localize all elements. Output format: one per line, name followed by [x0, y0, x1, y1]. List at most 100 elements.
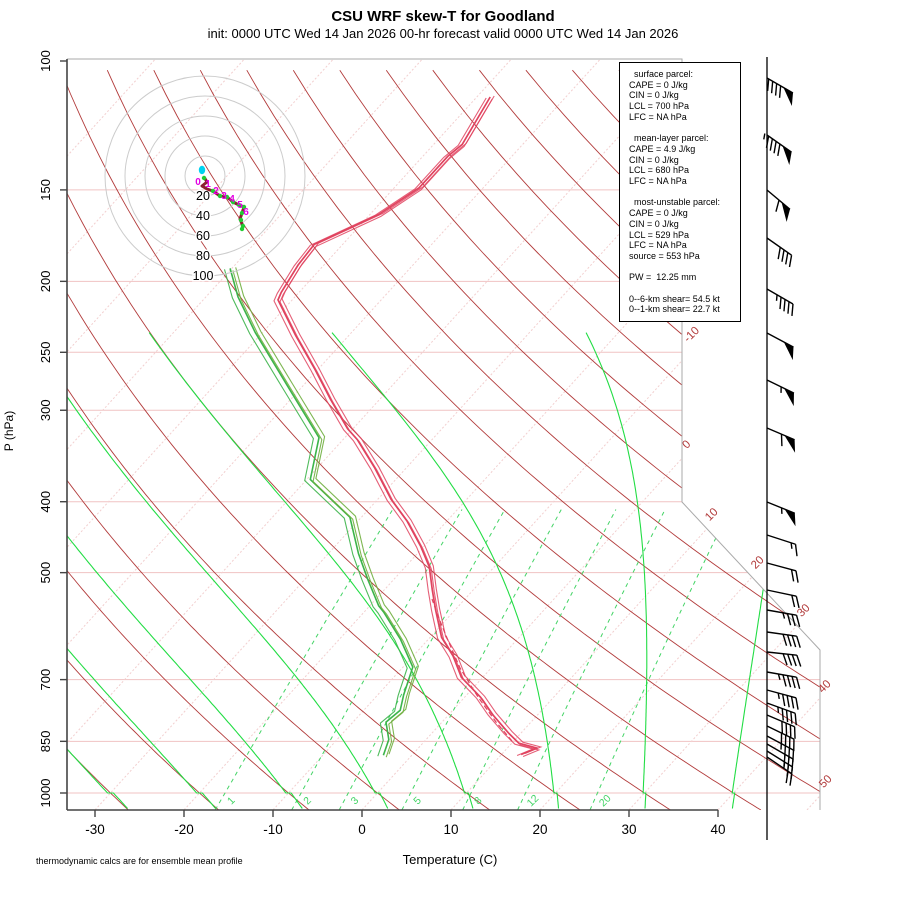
skewt-background-grid: [67, 59, 820, 810]
wind-barb: [766, 756, 793, 786]
moist-adiabat-line: [67, 332, 217, 809]
info-line: source = 553 hPa: [629, 250, 700, 261]
hodograph-ensemble-dot: [217, 193, 223, 199]
wind-barb: [766, 562, 799, 583]
info-line: LCL = 680 hPa: [629, 165, 689, 176]
dry-adiabat-line: [292, 69, 820, 810]
temperature-axis-label: Temperature (C): [402, 852, 498, 867]
dry-adiabat-line: [67, 70, 219, 810]
temperature-tick-label: 10: [443, 822, 458, 837]
chart-subtitle: init: 0000 UTC Wed 14 Jan 2026 00-hr for…: [207, 26, 679, 41]
isotherm-line: [272, 59, 820, 810]
mixing-ratio-label: 5: [411, 794, 424, 807]
parcel-info-box: surface parcel: CAPE = 0 J/kg CIN = 0 J/…: [619, 62, 741, 323]
info-line: surface parcel:: [629, 69, 694, 79]
dry-adiabat-line: [199, 69, 820, 810]
hodograph-ensemble-dot: [239, 210, 245, 216]
pressure-tick-label: 1000: [38, 779, 53, 808]
hodograph-ring-label: 60: [196, 229, 210, 243]
pressure-axis-label: P (hPa): [2, 410, 16, 452]
moist-adiabat-line: [67, 332, 303, 809]
info-line: [629, 262, 736, 273]
info-line: CIN = 0 J/kg: [629, 90, 679, 101]
temperature-tick-label: -30: [85, 822, 105, 837]
info-line: CIN = 0 J/kg: [629, 154, 679, 165]
wind-barb: [766, 671, 801, 689]
wind-barb: [766, 702, 797, 726]
hodograph-ensemble-dot: [239, 226, 245, 232]
info-line: [629, 187, 736, 198]
wind-barb: [766, 534, 798, 557]
mixing-ratio-line: [291, 509, 463, 810]
info-line: 0--6-km shear= 54.5 kt: [629, 293, 720, 304]
info-line: PW = 12.25 mm: [629, 272, 697, 283]
hodograph-ring-label: 20: [196, 189, 210, 203]
moist-adiabat-line: [331, 332, 560, 809]
info-line: CAPE = 0 J/kg: [629, 79, 688, 90]
wind-barb: [766, 589, 800, 609]
mixing-ratio-line: [401, 509, 562, 810]
wind-barb: [766, 609, 801, 627]
moist-adiabat-line: [148, 332, 474, 809]
isotherm-line: [67, 59, 245, 810]
dry-adiabat-line: [106, 70, 820, 810]
wind-barb: [766, 427, 796, 453]
sounding-profiles: [223, 95, 543, 758]
hodograph-km-label: 0: [195, 177, 201, 188]
wind-barb: [766, 189, 791, 222]
info-line: CAPE = 4.9 J/kg: [629, 143, 696, 154]
hodograph-km-label: 2: [213, 186, 219, 197]
isotherm-line: [67, 59, 690, 810]
pressure-tick-label: 500: [38, 562, 53, 584]
dry-adiabat-line: [67, 70, 491, 810]
info-line: [629, 283, 736, 294]
hodograph-ring: [184, 155, 226, 197]
temperature-tick-label: 40: [710, 822, 725, 837]
dewpoint-trace: [232, 270, 417, 758]
hodograph-ensemble-dot: [241, 204, 247, 210]
moist-adiabat-line: [67, 332, 129, 809]
dry-adiabat-line: [67, 70, 762, 810]
storm-motion-marker: [198, 165, 206, 175]
hodograph-km-label: 3: [221, 191, 227, 202]
pressure-tick-label: 200: [38, 271, 53, 293]
parcel-ascent-trace: [431, 598, 513, 742]
isotherm-line: [67, 59, 156, 810]
temperature-tick-label: 20: [532, 822, 547, 837]
info-line: LFC = NA hPa: [629, 111, 687, 122]
hodograph-km-label: 6: [243, 207, 249, 218]
hodograph-km-label: 4: [229, 194, 235, 205]
isotherm-line: [450, 59, 820, 810]
isotherm-line: [628, 59, 820, 810]
temperature-trace: [279, 98, 541, 758]
hodograph-ring-label: 80: [196, 249, 210, 263]
pressure-tick-label: 100: [38, 50, 53, 72]
temperature-tick-label: -20: [174, 822, 194, 837]
wind-barb: [766, 501, 796, 527]
wind-barb: [766, 689, 799, 710]
isotherm-line: [183, 59, 820, 810]
isotherm-line: [539, 59, 820, 810]
dry-adiabat-line: [385, 69, 820, 810]
wind-barb: [766, 651, 802, 667]
mixing-ratio-line: [517, 509, 666, 810]
wind-barb: [766, 714, 796, 739]
dry-adiabat-line: [153, 70, 820, 810]
dewpoint-trace: [223, 269, 408, 757]
temperature-tick-label: 0: [358, 822, 366, 837]
isotherm-line: [67, 59, 334, 810]
isotherm-label: 20: [749, 554, 767, 572]
dry-adiabat-line: [67, 70, 129, 810]
ensemble-footnote: thermodynamic calcs are for ensemble mea…: [36, 856, 243, 866]
isotherm-line: [94, 59, 779, 810]
pressure-tick-label: 700: [38, 669, 53, 691]
hodograph-ring: [104, 75, 306, 277]
info-line: LCL = 700 hPa: [629, 101, 689, 112]
temperature-trace: [273, 97, 535, 757]
info-line: [629, 123, 736, 134]
pressure-tick-label: 250: [38, 341, 53, 363]
isotherm-line: [361, 59, 820, 810]
dry-adiabat-line: [67, 70, 310, 810]
